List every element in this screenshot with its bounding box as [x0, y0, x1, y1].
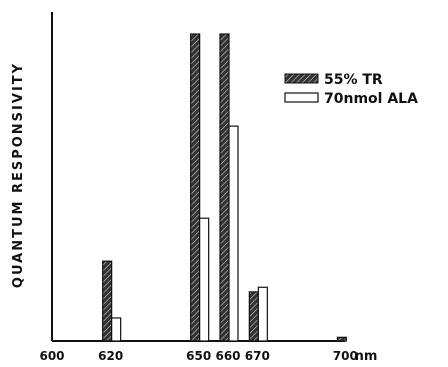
x-tick-label-650: 650: [186, 349, 211, 363]
legend: 55% TR 70nmol ALA: [284, 72, 418, 107]
x-tick-label-600: 600: [39, 349, 64, 363]
bar-tr-700: [336, 336, 347, 342]
bar-tr-670: [248, 291, 259, 342]
bars-group: [102, 33, 347, 342]
bar-ala-660: [228, 125, 239, 342]
x-tick-label-670: 670: [245, 349, 270, 363]
bar-tr-660: [219, 33, 230, 342]
bar-ala-620: [111, 317, 122, 342]
bar-ala-670: [257, 286, 268, 342]
x-tick-label-660: 660: [215, 349, 240, 363]
legend-label-70nmol-ala: 70nmol ALA: [324, 91, 418, 107]
legend-label-55-tr: 55% TR: [324, 72, 383, 88]
legend-swatch-70nmol-ala: [284, 92, 319, 103]
y-axis-label: QUANTUM RESPONSIVITY: [11, 62, 26, 288]
legend-swatch-55-tr: [284, 73, 319, 84]
bar-tr-650: [190, 33, 201, 342]
x-tick-label-700: 700: [333, 349, 358, 363]
bar-tr-620: [102, 260, 113, 342]
bar-ala-650: [199, 217, 210, 342]
x-unit-label: nm: [355, 349, 378, 364]
x-tick-labels: 600 620 650 660 670 700: [39, 349, 357, 363]
x-tick-label-620: 620: [98, 349, 123, 363]
